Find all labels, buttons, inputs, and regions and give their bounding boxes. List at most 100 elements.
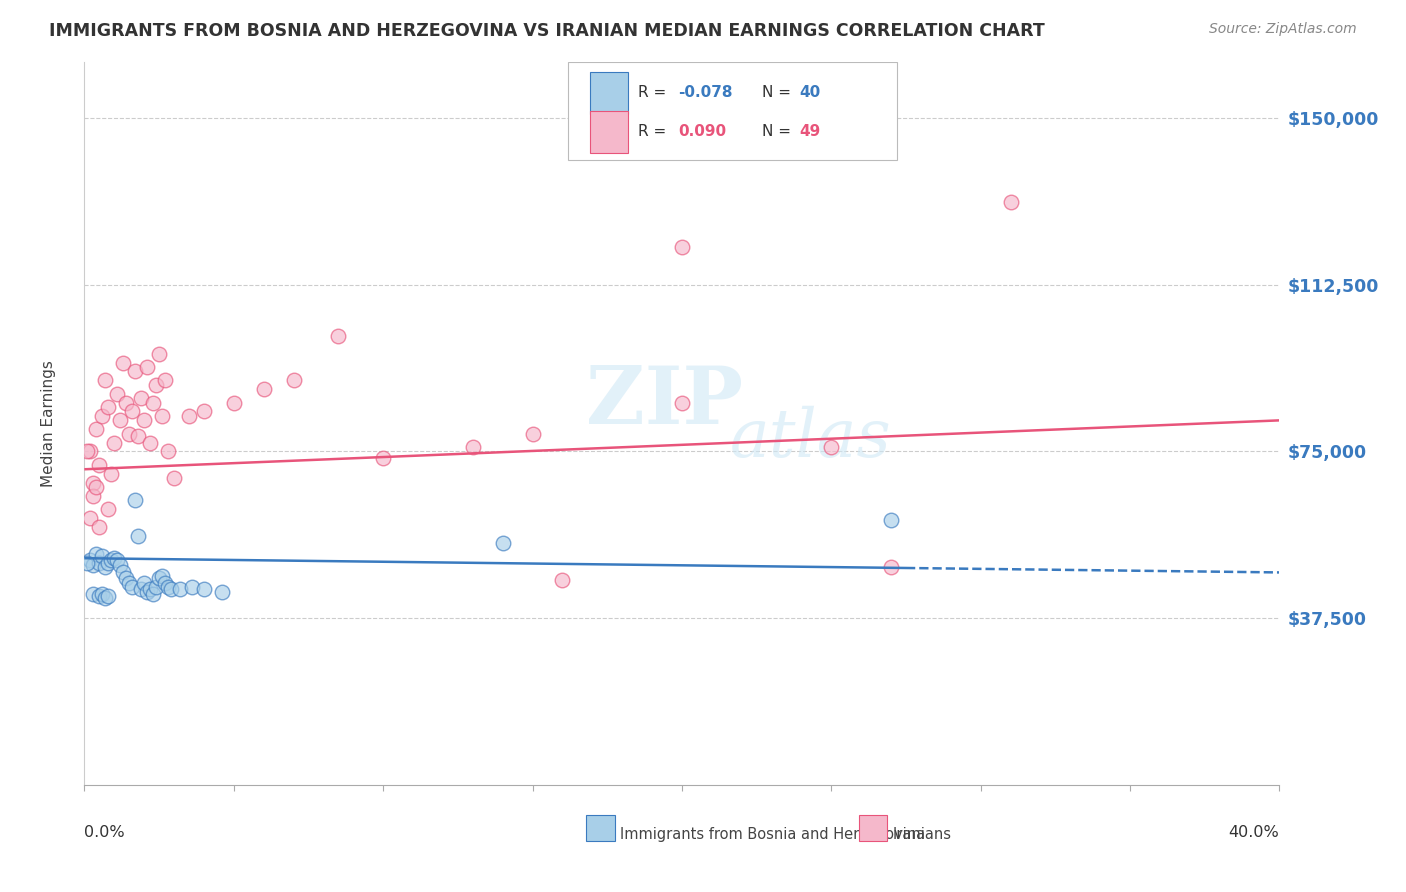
Point [163,471,186,485]
Point [328,329,350,343]
Point [142,587,165,601]
Point [253,382,276,396]
Point [142,395,165,409]
Point [181,580,204,594]
Point [169,582,191,597]
Point [79,444,101,458]
Text: ZIP: ZIP [586,363,744,441]
Point [94,591,117,606]
Point [139,582,162,597]
Point [89,589,111,603]
Point [145,580,167,594]
Point [112,565,135,579]
Point [551,574,574,588]
FancyBboxPatch shape [859,814,887,840]
Point [124,493,146,508]
Point [671,395,693,409]
Point [148,346,170,360]
FancyBboxPatch shape [591,111,628,153]
Point [160,582,183,597]
Point [127,529,149,543]
Point [1000,195,1022,210]
Text: 0.0%: 0.0% [84,825,125,839]
Point [76,556,98,570]
Point [118,575,141,590]
Point [157,580,180,594]
Point [211,584,233,599]
Point [136,359,159,374]
Text: 49: 49 [799,125,820,139]
Text: N =: N = [762,86,796,101]
Point [139,435,162,450]
Point [86,480,108,494]
Point [79,511,101,525]
Point [112,355,135,369]
Text: 40: 40 [799,86,820,101]
Point [132,575,156,590]
Point [373,451,395,466]
Text: N =: N = [762,125,796,139]
Text: 40.0%: 40.0% [1229,825,1279,839]
Point [177,409,200,423]
Point [105,386,128,401]
Point [121,580,143,594]
Point [150,409,173,423]
Point [82,558,104,572]
Point [91,587,114,601]
Point [103,435,125,450]
Point [89,458,111,472]
Point [124,364,146,378]
Point [97,556,120,570]
Text: Median Earnings: Median Earnings [41,360,56,487]
FancyBboxPatch shape [586,814,614,840]
Point [110,413,132,427]
Point [127,429,149,443]
Point [97,589,120,603]
Point [148,571,170,585]
Point [283,373,305,387]
Point [671,240,693,254]
Point [129,582,152,597]
Point [193,582,215,597]
Point [115,395,138,409]
Point [89,556,111,570]
Point [82,587,104,601]
Text: 0.090: 0.090 [678,125,727,139]
Point [105,553,128,567]
Point [82,489,104,503]
Point [880,560,903,574]
Point [522,426,544,441]
FancyBboxPatch shape [568,62,897,160]
Point [110,558,132,572]
Point [492,535,515,549]
Point [91,549,114,563]
Point [94,560,117,574]
Point [97,400,120,414]
Point [76,444,98,458]
Text: R =: R = [638,125,676,139]
Point [82,475,104,490]
Point [121,404,143,418]
Point [118,426,141,441]
Point [222,395,245,409]
Point [91,409,114,423]
Point [129,391,152,405]
Text: atlas: atlas [730,406,891,471]
Text: IMMIGRANTS FROM BOSNIA AND HERZEGOVINA VS IRANIAN MEDIAN EARNINGS CORRELATION CH: IMMIGRANTS FROM BOSNIA AND HERZEGOVINA V… [49,22,1045,40]
Point [153,373,176,387]
Point [100,553,122,567]
Point [880,513,903,527]
Point [153,575,176,590]
Point [193,404,215,418]
Point [86,422,108,436]
Point [461,440,484,454]
FancyBboxPatch shape [591,71,628,114]
Text: Immigrants from Bosnia and Herzegovina: Immigrants from Bosnia and Herzegovina [620,827,925,842]
Text: -0.078: -0.078 [678,86,733,101]
Point [157,444,180,458]
Point [115,571,138,585]
Point [150,569,173,583]
Text: Iranians: Iranians [893,827,952,842]
Text: Source: ZipAtlas.com: Source: ZipAtlas.com [1209,22,1357,37]
Text: R =: R = [638,86,671,101]
